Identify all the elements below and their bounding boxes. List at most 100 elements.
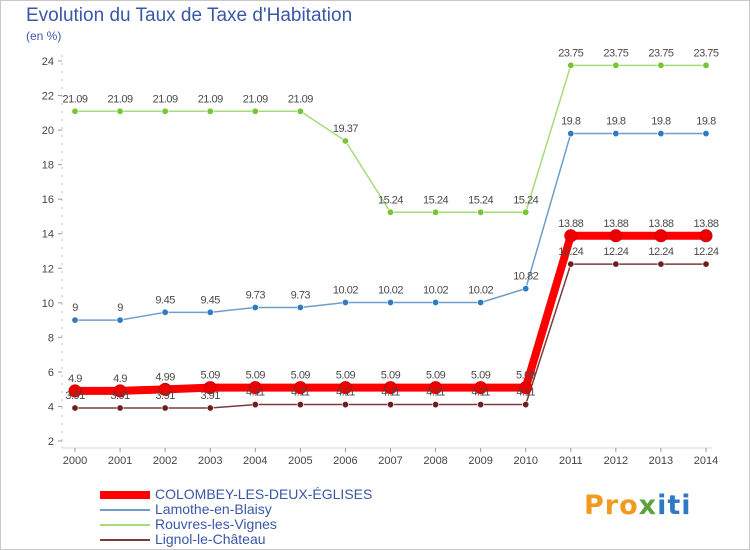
data-label: 10.02: [423, 284, 448, 296]
data-point: [702, 130, 710, 138]
data-label: 4.9: [68, 373, 82, 385]
data-point: [206, 404, 214, 412]
data-point: [432, 208, 440, 216]
data-point: [657, 130, 665, 138]
data-label: 12.24: [558, 246, 583, 258]
data-label: 5.09: [246, 370, 266, 382]
legend-swatch: [100, 524, 150, 526]
data-point: [519, 381, 533, 395]
data-point: [386, 401, 394, 409]
data-label: 4.11: [426, 387, 445, 399]
data-label: 3.91: [155, 390, 175, 402]
data-label: 19.8: [606, 116, 626, 128]
data-point: [477, 298, 485, 306]
data-point: [338, 381, 352, 395]
data-point: [296, 107, 304, 115]
data-point: [702, 260, 710, 268]
data-point: [296, 401, 304, 409]
data-point: [567, 61, 575, 69]
data-label: 3.91: [110, 390, 130, 402]
legend-swatch: [100, 491, 150, 499]
data-label: 5.09: [291, 370, 311, 382]
data-label: 21.09: [62, 93, 87, 105]
y-tick-label: 2: [48, 436, 54, 448]
data-label: 12.24: [693, 246, 718, 258]
data-point: [477, 401, 485, 409]
y-tick-label: 4: [48, 401, 54, 413]
data-point: [341, 401, 349, 409]
data-label: 13.88: [693, 218, 718, 230]
x-tick-label: 2014: [694, 455, 718, 467]
x-tick-label: 2008: [423, 455, 447, 467]
data-point: [341, 298, 349, 306]
data-label: 15.24: [468, 194, 493, 206]
legend-label: COLOMBEY-LES-DEUX-ÉGLISES: [155, 486, 373, 502]
series-dots: [68, 61, 713, 412]
data-point: [522, 285, 530, 293]
data-label: 10.82: [513, 271, 538, 283]
x-tick-label: 2012: [604, 455, 628, 467]
data-label: 5.09: [381, 370, 401, 382]
series-labels: 4.9 4.9 4.99 5.09 5.09 5.09 5.09 5.09 5.09 5.09 5.…: [62, 47, 719, 402]
data-label: 21.09: [153, 93, 178, 105]
data-point: [116, 404, 124, 412]
data-label: 23.75: [603, 47, 628, 59]
data-point: [654, 229, 668, 243]
data-label: 9.45: [155, 294, 175, 306]
data-point: [477, 208, 485, 216]
data-label: 5.09: [471, 370, 491, 382]
data-label: 5.09: [201, 370, 221, 382]
logo-part-1: Pro: [584, 490, 639, 521]
data-label: 10.02: [468, 284, 493, 296]
logo-part-2: x: [638, 490, 658, 521]
data-point: [71, 404, 79, 412]
data-label: 15.24: [378, 194, 403, 206]
data-point: [116, 316, 124, 324]
data-point: [432, 401, 440, 409]
y-tick-label: 14: [42, 229, 54, 241]
data-point: [161, 107, 169, 115]
x-tick-label: 2001: [108, 455, 132, 467]
data-point: [474, 381, 488, 395]
y-tick-label: 16: [42, 194, 54, 206]
data-point: [71, 316, 79, 324]
data-point: [248, 381, 262, 395]
data-label: 3.91: [201, 390, 221, 402]
y-tick-label: 24: [42, 56, 54, 68]
x-tick-label: 2002: [153, 455, 177, 467]
chart-title: Evolution du Taux de Taxe d'Habitation: [26, 5, 353, 26]
data-label: 23.75: [648, 47, 673, 59]
logo-part-3: iti: [657, 490, 692, 521]
data-point: [612, 61, 620, 69]
data-point: [293, 381, 307, 395]
data-point: [68, 384, 82, 398]
data-label: 12.24: [603, 246, 628, 258]
data-point: [251, 303, 259, 311]
data-label: 9: [72, 302, 78, 314]
legend-label: Lignol-le-Château: [155, 531, 266, 547]
data-point: [206, 107, 214, 115]
data-label: 10.02: [378, 284, 403, 296]
data-point: [699, 229, 713, 243]
data-point: [71, 107, 79, 115]
data-label: 12.24: [648, 246, 673, 258]
data-label: 23.75: [693, 47, 718, 59]
legend-swatch: [100, 509, 150, 511]
x-tick-label: 2006: [333, 455, 357, 467]
data-point: [567, 260, 575, 268]
proxiti-logo: Proxiti: [584, 490, 692, 521]
data-label: 13.88: [603, 218, 628, 230]
data-label: 4.11: [246, 387, 265, 399]
data-point: [657, 260, 665, 268]
data-label: 4.11: [336, 387, 355, 399]
data-point: [251, 107, 259, 115]
data-label: 9.73: [291, 289, 311, 301]
data-point: [116, 107, 124, 115]
data-label: 23.75: [558, 47, 583, 59]
data-point: [251, 401, 259, 409]
data-label: 15.24: [423, 194, 448, 206]
data-label: 21.09: [288, 93, 313, 105]
data-label: 4.11: [516, 387, 535, 399]
